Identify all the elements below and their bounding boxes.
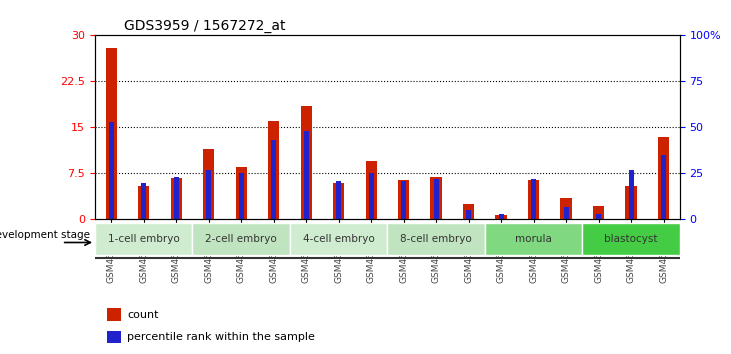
Bar xyxy=(105,48,117,219)
Bar xyxy=(528,179,539,219)
Bar xyxy=(206,170,211,219)
Bar xyxy=(596,214,601,219)
Bar xyxy=(661,155,666,219)
Bar xyxy=(235,167,247,219)
Text: 8-cell embryo: 8-cell embryo xyxy=(401,234,472,244)
Text: count: count xyxy=(127,310,159,320)
FancyBboxPatch shape xyxy=(192,223,290,255)
Bar xyxy=(141,183,146,219)
FancyBboxPatch shape xyxy=(95,223,192,255)
Bar xyxy=(499,214,504,219)
Bar xyxy=(300,106,312,219)
Bar xyxy=(626,186,637,219)
Bar xyxy=(333,183,344,219)
Bar xyxy=(496,215,507,219)
Text: 2-cell embryo: 2-cell embryo xyxy=(205,234,277,244)
Bar xyxy=(466,210,471,219)
Text: blastocyst: blastocyst xyxy=(605,234,658,244)
Bar xyxy=(336,181,341,219)
Bar xyxy=(271,140,276,219)
Bar xyxy=(531,179,536,219)
Text: GDS3959 / 1567272_at: GDS3959 / 1567272_at xyxy=(124,19,286,33)
Bar xyxy=(366,161,377,219)
Bar xyxy=(433,179,439,219)
Bar xyxy=(463,204,474,219)
Text: morula: morula xyxy=(515,234,552,244)
Text: percentile rank within the sample: percentile rank within the sample xyxy=(127,332,315,342)
Bar xyxy=(304,131,308,219)
Bar xyxy=(401,181,406,219)
Bar xyxy=(239,173,243,219)
FancyBboxPatch shape xyxy=(290,223,387,255)
FancyBboxPatch shape xyxy=(485,223,583,255)
Bar xyxy=(170,178,182,219)
Text: development stage: development stage xyxy=(0,230,90,240)
Bar xyxy=(174,177,178,219)
Bar xyxy=(431,177,442,219)
Text: 4-cell embryo: 4-cell embryo xyxy=(303,234,374,244)
Bar xyxy=(138,186,149,219)
Bar xyxy=(398,179,409,219)
Bar xyxy=(561,198,572,219)
Bar xyxy=(593,206,605,219)
Bar xyxy=(658,137,670,219)
FancyBboxPatch shape xyxy=(107,331,121,343)
FancyBboxPatch shape xyxy=(107,308,121,321)
Bar xyxy=(203,149,214,219)
Bar xyxy=(629,170,634,219)
Bar xyxy=(109,122,114,219)
FancyBboxPatch shape xyxy=(583,223,680,255)
Bar xyxy=(268,121,279,219)
Bar xyxy=(368,173,374,219)
FancyBboxPatch shape xyxy=(387,223,485,255)
Text: 1-cell embryo: 1-cell embryo xyxy=(108,234,180,244)
Bar xyxy=(564,207,569,219)
